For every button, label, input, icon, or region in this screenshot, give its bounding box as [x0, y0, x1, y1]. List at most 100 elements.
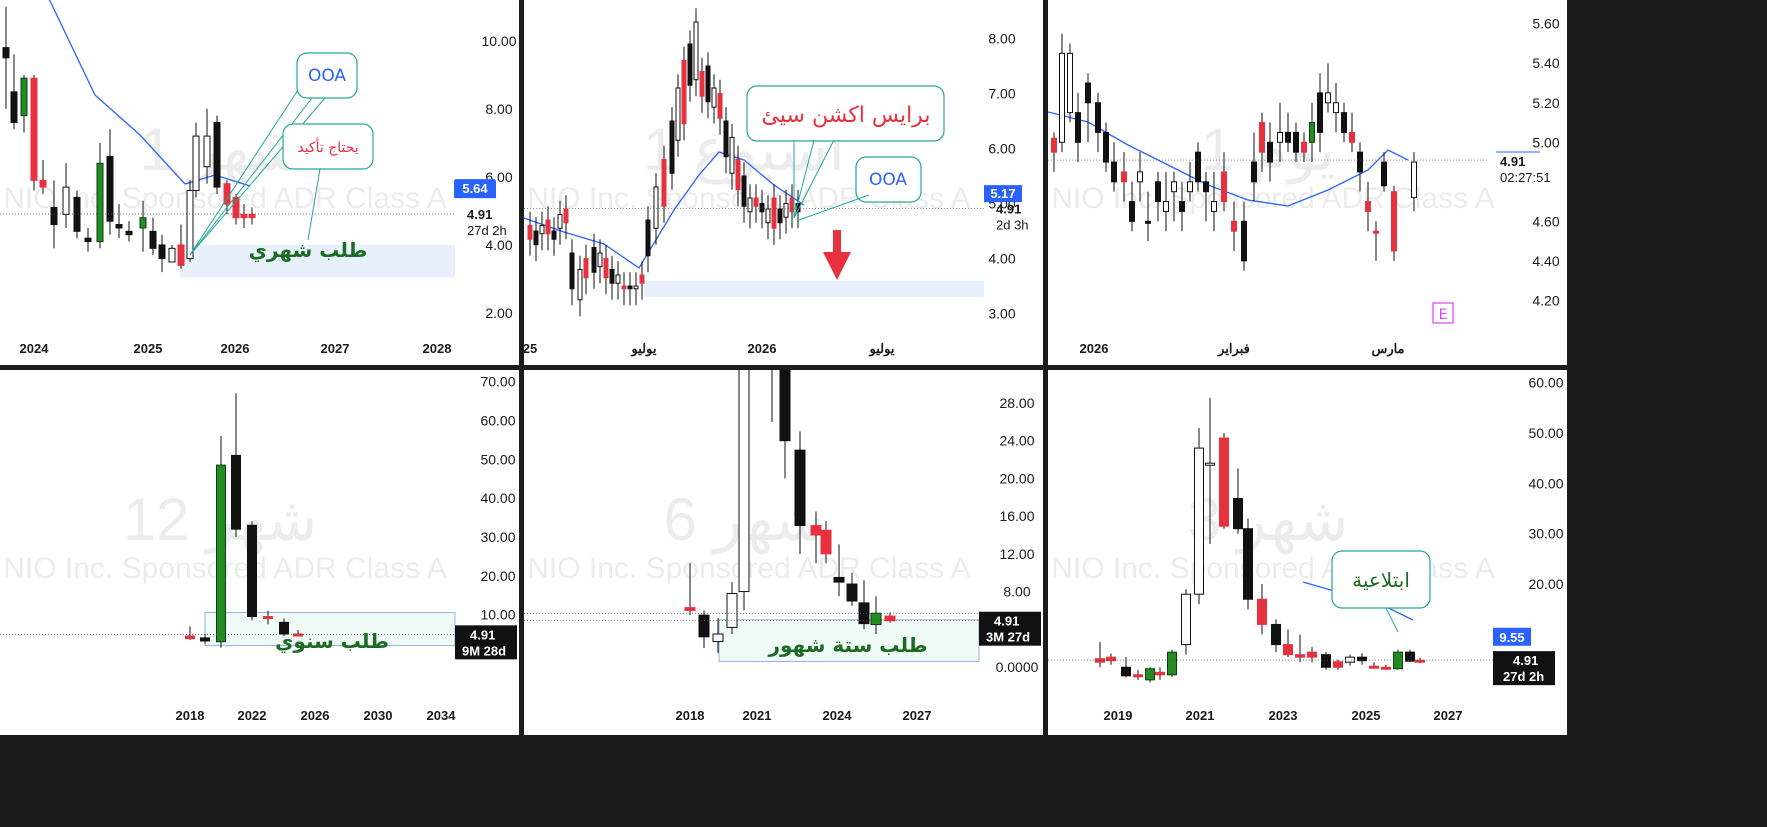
quarterly-candle	[1181, 593, 1191, 646]
down-arrow-shaft	[833, 230, 841, 254]
daily-candle	[1341, 112, 1347, 133]
chart-panel-p3[interactable]: يوم 1 NIO Inc. Sponsored ADR Class A 4.20 4…	[1048, 0, 1567, 365]
half-year-candle	[684, 607, 696, 611]
daily-candle	[1231, 220, 1237, 232]
monthly-candle	[2, 47, 10, 59]
y-tick-label: 28.00	[999, 395, 1034, 411]
y-tick-label: 4.20	[1532, 292, 1559, 308]
daily-candle	[1163, 201, 1169, 212]
y-tick-label: 4.00	[988, 251, 1015, 267]
quarterly-candle	[1233, 497, 1243, 530]
annotation-engulfing: ابتلاعية	[1352, 568, 1410, 592]
monthly-candle	[168, 247, 176, 263]
y-tick-label: 60.00	[480, 412, 515, 428]
x-tick-label: 2025	[1352, 708, 1381, 723]
quarterly-candle	[1321, 654, 1331, 668]
half-year-candle	[794, 449, 806, 527]
symbol-watermark: NIO Inc. Sponsored ADR Class A	[1051, 182, 1495, 215]
daily-candle	[1075, 112, 1081, 143]
daily-candle	[1333, 102, 1339, 114]
weekly-candle	[569, 252, 575, 290]
daily-candle	[1155, 181, 1161, 203]
quarterly-candle	[1106, 656, 1116, 662]
x-tick-label: 2026	[301, 708, 330, 723]
weekly-candle	[753, 197, 759, 207]
daily-candle	[1411, 161, 1417, 199]
quarterly-candle	[1205, 462, 1215, 466]
chart-panel-p4[interactable]: شهر 12 NIO Inc. Sponsored ADR Class A 10.0…	[0, 370, 519, 735]
half-year-candle	[846, 583, 858, 602]
weekly-candle	[717, 93, 723, 119]
half-year-candle	[820, 529, 832, 555]
weekly-candle	[681, 60, 687, 125]
y-tick-label: 20.00	[999, 470, 1034, 486]
monthly-candle	[20, 77, 28, 117]
daily-candle	[1285, 131, 1291, 143]
weekly-candle	[633, 285, 639, 290]
weekly-candle	[551, 230, 557, 240]
quarterly-candle	[1333, 661, 1343, 668]
ema-line	[48, 0, 251, 187]
x-tick-label: 2021	[1186, 708, 1215, 723]
daily-candle	[1365, 201, 1371, 212]
half-year-candle	[726, 592, 738, 628]
ema-price-label: 5.17	[990, 186, 1015, 201]
annotation-ooa: OOA	[869, 170, 907, 190]
daily-candle	[1277, 131, 1283, 143]
monthly-candle	[213, 121, 221, 188]
monthly-candle	[192, 135, 200, 192]
daily-candle	[1241, 220, 1247, 262]
x-tick-label: 2019	[1104, 708, 1133, 723]
y-tick-label: 4.40	[1532, 253, 1559, 269]
y-tick-label: 20.00	[480, 568, 515, 584]
daily-candle	[1085, 82, 1091, 104]
x-tick-label: 2030	[364, 708, 393, 723]
y-tick-label: 60.00	[1528, 375, 1563, 391]
weekly-candle	[729, 137, 735, 174]
monthly-candle	[96, 162, 104, 243]
half-year-candle	[779, 370, 791, 442]
daily-candle	[1137, 171, 1143, 183]
y-tick-label: 4.00	[485, 237, 512, 253]
daily-candle	[1301, 141, 1307, 153]
weekly-candle	[527, 225, 533, 240]
y-tick-label: 8.00	[988, 31, 1015, 47]
y-tick-label: 30.00	[1528, 526, 1563, 542]
x-tick-label: فبراير	[1217, 341, 1250, 357]
weekly-candle	[777, 208, 783, 224]
earnings-marker[interactable]	[1432, 302, 1454, 324]
half-year-candle	[884, 615, 896, 622]
chart-panel-p6[interactable]: شهر 3 NIO Inc. Sponsored ADR Class A 20.00…	[1048, 370, 1567, 735]
chart-panel-p1[interactable]: شهر 1 NIO Inc. Sponsored ADR Class A 2.00 4…	[0, 0, 519, 365]
ema-price-label: 5.64	[462, 181, 488, 196]
weekly-candle	[621, 285, 627, 290]
daily-candle	[1309, 122, 1315, 143]
y-tick-label: 8.00	[1003, 584, 1030, 600]
monthly-candle	[50, 207, 58, 226]
weekly-candle	[603, 258, 609, 279]
annotation-bad-price-action: برايس اكشن سيئ	[762, 103, 931, 128]
countdown-label: 27d 2h	[1503, 669, 1544, 684]
engulfing-pointer	[1385, 607, 1399, 633]
x-tick-label: 2024	[823, 708, 853, 723]
x-tick-label: 2023	[1269, 708, 1298, 723]
chart-panel-p5[interactable]: شهر 6 NIO Inc. Sponsored ADR Class A 0.000…	[524, 370, 1043, 735]
quarterly-candle	[1121, 666, 1131, 677]
y-tick-label: 10.00	[480, 607, 515, 623]
daily-candle	[1195, 151, 1201, 183]
last-price-label: 4.91	[994, 614, 1019, 629]
quarterly-candle	[1271, 623, 1281, 646]
y-tick-label: 7.00	[988, 86, 1015, 102]
last-price-label: 4.91	[470, 627, 495, 642]
quarterly-candle	[1393, 651, 1403, 670]
y-tick-label: 5.60	[1532, 16, 1559, 32]
weekly-candle	[765, 208, 771, 224]
half-year-candle	[738, 370, 750, 593]
quarterly-candle	[1307, 651, 1317, 658]
y-tick-label: 20.00	[1528, 576, 1563, 592]
last-price-label: 4.91	[467, 207, 492, 222]
monthly-candle	[62, 186, 70, 215]
